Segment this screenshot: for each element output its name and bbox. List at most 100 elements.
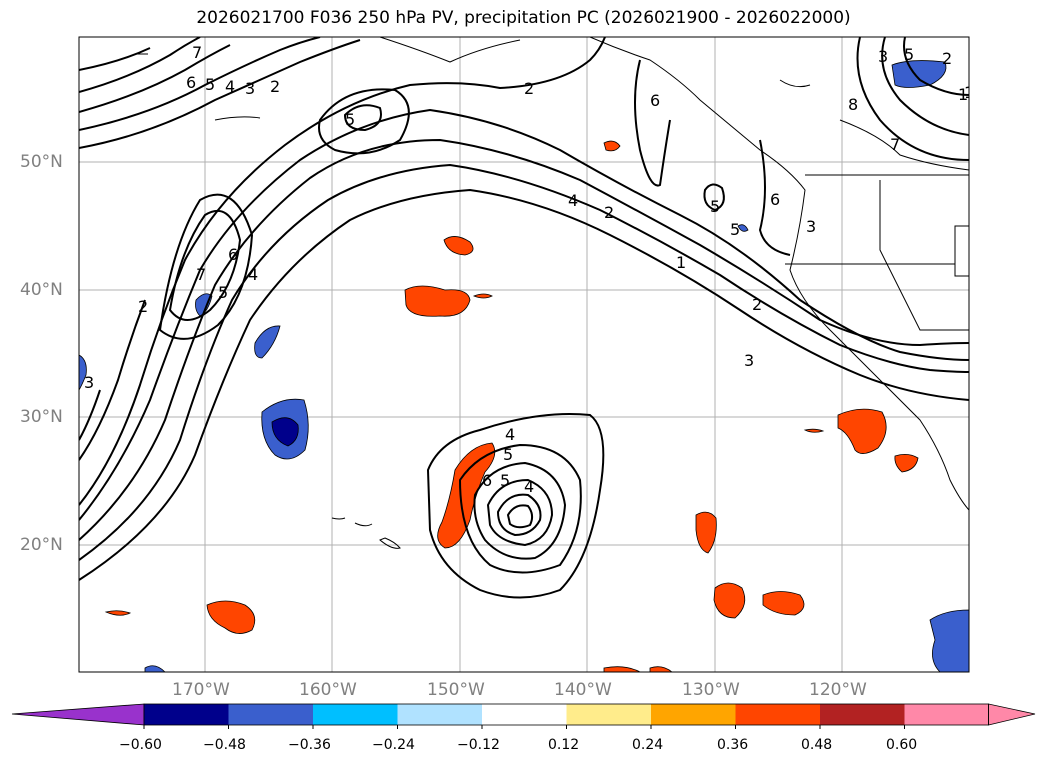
map-frame	[78, 36, 970, 673]
svg-text:4: 4	[524, 477, 534, 496]
svg-text:6: 6	[186, 73, 196, 92]
precip-blob	[144, 665, 166, 672]
colorbar-swatch	[482, 704, 567, 725]
precip-blob	[271, 417, 299, 447]
svg-text:3: 3	[806, 217, 816, 236]
precip-blob	[404, 285, 471, 317]
colorbar-swatch	[144, 704, 229, 725]
svg-text:6: 6	[482, 471, 492, 490]
svg-text:5: 5	[500, 471, 510, 490]
precip-positive-areas	[104, 140, 919, 672]
colorbar-tick-label: −0.24	[372, 737, 415, 753]
svg-text:4: 4	[225, 77, 235, 96]
colorbar-swatch	[228, 704, 313, 725]
svg-text:3: 3	[878, 47, 888, 66]
colorbar-swatch	[566, 704, 651, 725]
colorbar-tick-label: 0.12	[548, 737, 580, 753]
precip-blob	[803, 428, 825, 433]
svg-text:2: 2	[138, 297, 148, 316]
svg-text:6: 6	[770, 190, 780, 209]
colorbar-tick-label: 0.36	[717, 737, 749, 753]
colorbar-tick-label: 0.60	[886, 737, 918, 753]
precip-blob	[104, 610, 132, 616]
svg-text:6: 6	[228, 245, 238, 264]
svg-text:5: 5	[710, 197, 720, 216]
svg-text:5: 5	[904, 45, 914, 64]
precip-blob	[762, 591, 805, 616]
precip-blob	[79, 354, 87, 391]
svg-text:5: 5	[345, 110, 355, 129]
precip-blob	[891, 60, 947, 88]
svg-text:7: 7	[890, 135, 900, 154]
svg-text:4: 4	[248, 265, 258, 284]
precip-blob	[603, 666, 641, 672]
colorbar-extend-right	[988, 703, 1036, 726]
coastlines	[136, 37, 969, 549]
colorbar-tick-label: 0.24	[632, 737, 664, 753]
precip-blob	[437, 442, 496, 549]
svg-text:7: 7	[192, 43, 202, 62]
svg-text:2: 2	[270, 77, 280, 96]
colorbar	[11, 703, 1036, 729]
svg-text:4: 4	[505, 425, 515, 444]
svg-text:2: 2	[524, 79, 534, 98]
precip-blob	[649, 666, 673, 672]
precip-blob	[737, 224, 749, 232]
svg-text:1: 1	[958, 85, 968, 104]
lat-label: 30°N	[20, 407, 63, 427]
precip-blob	[254, 325, 281, 359]
svg-text:2: 2	[942, 49, 952, 68]
lat-label: 50°N	[20, 152, 63, 172]
precip-blob	[472, 293, 493, 299]
svg-text:1: 1	[676, 253, 686, 272]
svg-text:5: 5	[730, 220, 740, 239]
svg-text:5: 5	[218, 283, 228, 302]
precip-blob	[443, 236, 474, 256]
colorbar-swatch	[313, 704, 398, 725]
precip-blob	[894, 454, 919, 473]
svg-text:2: 2	[604, 203, 614, 222]
lat-label: 40°N	[20, 280, 63, 300]
precip-blob	[713, 582, 746, 619]
svg-text:2: 2	[752, 295, 762, 314]
svg-text:5: 5	[205, 75, 215, 94]
colorbar-tick-label: −0.48	[203, 737, 246, 753]
lon-label: 160°W	[299, 680, 357, 700]
colorbar-swatch	[904, 704, 989, 725]
contour-labels: 7 6 5 4 3 2 5 2 6 1 5 2 3 7 6 5 4 3 7 5 …	[84, 43, 974, 496]
colorbar-tick-label: −0.60	[119, 737, 162, 753]
colorbar-extend-left	[11, 703, 145, 726]
colorbar-swatch	[735, 704, 820, 725]
colorbar-swatch	[820, 704, 905, 725]
map-title: 2026021700 F036 250 hPa PV, precipitatio…	[196, 8, 851, 28]
lon-label: 140°W	[554, 680, 612, 700]
pv-contours	[79, 37, 969, 599]
lat-label: 20°N	[20, 535, 63, 555]
svg-text:1: 1	[964, 83, 974, 102]
svg-text:6: 6	[650, 91, 660, 110]
svg-text:3: 3	[245, 79, 255, 98]
precip-blob	[695, 511, 717, 554]
precip-blob	[603, 140, 621, 152]
lon-label: 170°W	[172, 680, 230, 700]
precip-negative-areas	[79, 60, 969, 672]
svg-text:5: 5	[503, 445, 513, 464]
lon-label: 150°W	[427, 680, 485, 700]
svg-text:3: 3	[84, 373, 94, 392]
colorbar-swatch	[651, 704, 736, 725]
svg-text:4: 4	[568, 191, 578, 210]
colorbar-tick-label: −0.36	[288, 737, 331, 753]
precip-blob	[929, 609, 969, 672]
colorbar-tick-label: −0.12	[457, 737, 500, 753]
colorbar-swatch	[397, 704, 482, 725]
lon-label: 120°W	[809, 680, 867, 700]
precip-blob	[195, 293, 213, 317]
map-area	[79, 37, 969, 672]
precip-blob	[206, 600, 256, 634]
lon-label: 130°W	[682, 680, 740, 700]
svg-text:8: 8	[848, 95, 858, 114]
svg-text:3: 3	[744, 351, 754, 370]
colorbar-tick-label: 0.48	[801, 737, 833, 753]
precip-blob	[837, 408, 887, 454]
